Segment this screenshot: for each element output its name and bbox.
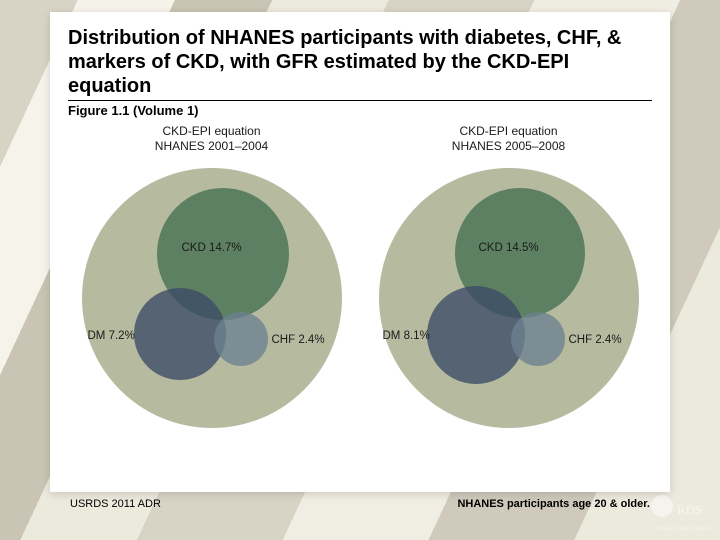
venn-right-header-line2: NHANES 2005–2008 [365, 139, 652, 154]
figure-number: Figure 1.1 (Volume 1) [68, 103, 652, 118]
venn-left-header-line2: NHANES 2001–2004 [68, 139, 355, 154]
chf-circle [214, 312, 268, 366]
venn-left: CKD-EPI equation NHANES 2001–2004 CKD 14… [68, 124, 355, 464]
dm-label: DM 7.2% [88, 330, 135, 342]
dm-label: DM 8.1% [383, 330, 430, 342]
slide-title: Distribution of NHANES participants with… [68, 26, 652, 101]
footer-note: NHANES participants age 20 & older. [457, 498, 650, 510]
chf-label: CHF 2.4% [272, 334, 325, 346]
ckd-label: CKD 14.7% [182, 242, 242, 254]
venn-right-header: CKD-EPI equation NHANES 2005–2008 [365, 124, 652, 154]
venn-charts-container: CKD-EPI equation NHANES 2001–2004 CKD 14… [68, 124, 652, 464]
slide-card: Distribution of NHANES participants with… [50, 12, 670, 492]
venn-left-header-line1: CKD-EPI equation [68, 124, 355, 139]
dm-circle [134, 288, 226, 380]
usrds-logo-icon: RDS UNITED STATES RENAL DATA SYSTEM [650, 492, 710, 534]
ckd-label: CKD 14.5% [479, 242, 539, 254]
svg-text:UNITED STATES RENAL DATA SYSTE: UNITED STATES RENAL DATA SYSTEM [654, 526, 710, 532]
venn-left-stage: CKD 14.7% DM 7.2% CHF 2.4% [72, 158, 352, 438]
venn-right-header-line1: CKD-EPI equation [365, 124, 652, 139]
venn-right-stage: CKD 14.5% DM 8.1% CHF 2.4% [369, 158, 649, 438]
chf-label: CHF 2.4% [569, 334, 622, 346]
footer-source: USRDS 2011 ADR [70, 498, 161, 510]
dm-circle [427, 286, 525, 384]
chf-circle [511, 312, 565, 366]
svg-text:RDS: RDS [677, 502, 702, 517]
venn-left-header: CKD-EPI equation NHANES 2001–2004 [68, 124, 355, 154]
venn-right: CKD-EPI equation NHANES 2005–2008 CKD 14… [365, 124, 652, 464]
